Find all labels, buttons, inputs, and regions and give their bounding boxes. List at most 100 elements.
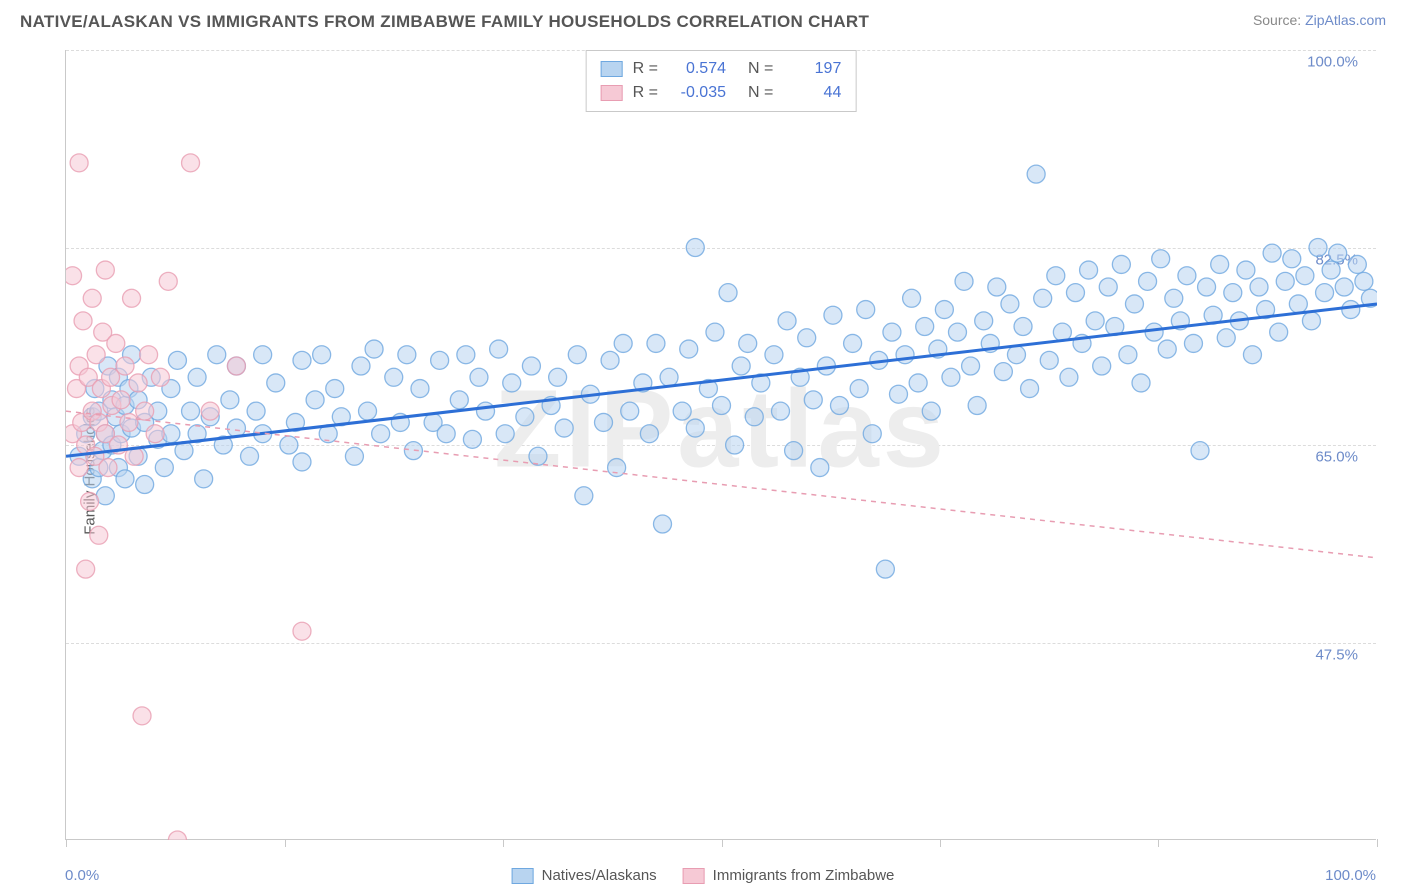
- data-point-natives: [942, 368, 960, 386]
- data-point-natives: [549, 368, 567, 386]
- data-point-immigrants: [77, 560, 95, 578]
- data-point-natives: [962, 357, 980, 375]
- data-point-natives: [1060, 368, 1078, 386]
- data-point-natives: [745, 408, 763, 426]
- data-point-natives: [601, 351, 619, 369]
- data-point-natives: [804, 391, 822, 409]
- data-point-natives: [1335, 278, 1353, 296]
- data-point-natives: [1165, 289, 1183, 307]
- data-point-natives: [1355, 272, 1373, 290]
- x-tick: [940, 839, 941, 847]
- data-point-immigrants: [96, 261, 114, 279]
- data-point-immigrants: [146, 425, 164, 443]
- data-point-natives: [1007, 346, 1025, 364]
- data-point-natives: [136, 476, 154, 494]
- data-point-natives: [437, 425, 455, 443]
- data-point-natives: [595, 413, 613, 431]
- x-tick: [285, 839, 286, 847]
- data-point-natives: [470, 368, 488, 386]
- data-point-natives: [477, 402, 495, 420]
- x-tick: [1377, 839, 1378, 847]
- data-point-natives: [1296, 267, 1314, 285]
- data-point-natives: [614, 334, 632, 352]
- data-point-natives: [372, 425, 390, 443]
- data-point-natives: [1270, 323, 1288, 341]
- data-point-natives: [188, 368, 206, 386]
- data-point-natives: [968, 397, 986, 415]
- chart-title: NATIVE/ALASKAN VS IMMIGRANTS FROM ZIMBAB…: [20, 12, 869, 32]
- data-point-natives: [404, 442, 422, 460]
- swatch-pink: [683, 868, 705, 884]
- data-point-natives: [778, 312, 796, 330]
- data-point-natives: [496, 425, 514, 443]
- data-point-immigrants: [227, 357, 245, 375]
- data-point-natives: [1342, 301, 1360, 319]
- data-point-natives: [1184, 334, 1202, 352]
- data-point-natives: [1224, 284, 1242, 302]
- data-point-natives: [1027, 165, 1045, 183]
- chart-header: NATIVE/ALASKAN VS IMMIGRANTS FROM ZIMBAB…: [0, 0, 1406, 32]
- data-point-natives: [221, 391, 239, 409]
- data-point-natives: [975, 312, 993, 330]
- data-point-natives: [876, 560, 894, 578]
- legend-stat-row: R =-0.035N =44: [601, 81, 842, 105]
- data-point-natives: [398, 346, 416, 364]
- data-point-natives: [293, 351, 311, 369]
- data-point-natives: [1276, 272, 1294, 290]
- data-point-natives: [706, 323, 724, 341]
- data-point-natives: [463, 430, 481, 448]
- data-point-natives: [713, 397, 731, 415]
- data-point-natives: [182, 402, 200, 420]
- data-point-natives: [267, 374, 285, 392]
- data-point-natives: [457, 346, 475, 364]
- data-point-natives: [1099, 278, 1117, 296]
- data-point-immigrants: [201, 402, 219, 420]
- data-point-natives: [352, 357, 370, 375]
- legend-item: Immigrants from Zimbabwe: [683, 867, 895, 884]
- data-point-natives: [1198, 278, 1216, 296]
- data-point-natives: [948, 323, 966, 341]
- data-point-natives: [1093, 357, 1111, 375]
- data-point-natives: [241, 447, 259, 465]
- legend-stats: R =0.574N =197R =-0.035N =44: [586, 50, 857, 112]
- data-point-immigrants: [168, 831, 186, 840]
- data-point-immigrants: [83, 289, 101, 307]
- legend-stat-row: R =0.574N =197: [601, 57, 842, 81]
- data-point-natives: [1139, 272, 1157, 290]
- trendline-immigrants: [66, 411, 1377, 558]
- data-point-natives: [739, 334, 757, 352]
- data-point-natives: [988, 278, 1006, 296]
- data-point-natives: [686, 419, 704, 437]
- data-point-immigrants: [99, 459, 117, 477]
- data-point-natives: [293, 453, 311, 471]
- data-point-natives: [863, 425, 881, 443]
- data-point-natives: [306, 391, 324, 409]
- data-point-immigrants: [293, 622, 311, 640]
- data-point-immigrants: [133, 707, 151, 725]
- data-point-natives: [1158, 340, 1176, 358]
- data-point-natives: [903, 289, 921, 307]
- data-point-immigrants: [107, 334, 125, 352]
- data-point-natives: [503, 374, 521, 392]
- data-point-natives: [726, 436, 744, 454]
- data-point-natives: [1211, 255, 1229, 273]
- data-point-natives: [1152, 250, 1170, 268]
- source-link[interactable]: ZipAtlas.com: [1305, 12, 1386, 28]
- data-point-natives: [326, 380, 344, 398]
- data-point-natives: [1034, 289, 1052, 307]
- data-point-natives: [1145, 323, 1163, 341]
- data-point-natives: [1047, 267, 1065, 285]
- data-point-natives: [857, 301, 875, 319]
- data-point-immigrants: [151, 368, 169, 386]
- x-axis-label-min: 0.0%: [65, 867, 99, 884]
- data-point-natives: [765, 346, 783, 364]
- source-label: Source: ZipAtlas.com: [1253, 12, 1386, 28]
- data-point-natives: [1178, 267, 1196, 285]
- data-point-natives: [490, 340, 508, 358]
- data-point-immigrants: [129, 374, 147, 392]
- data-point-natives: [844, 334, 862, 352]
- data-point-natives: [1348, 255, 1366, 273]
- x-tick: [722, 839, 723, 847]
- data-point-natives: [771, 402, 789, 420]
- legend-item: Natives/Alaskans: [512, 867, 657, 884]
